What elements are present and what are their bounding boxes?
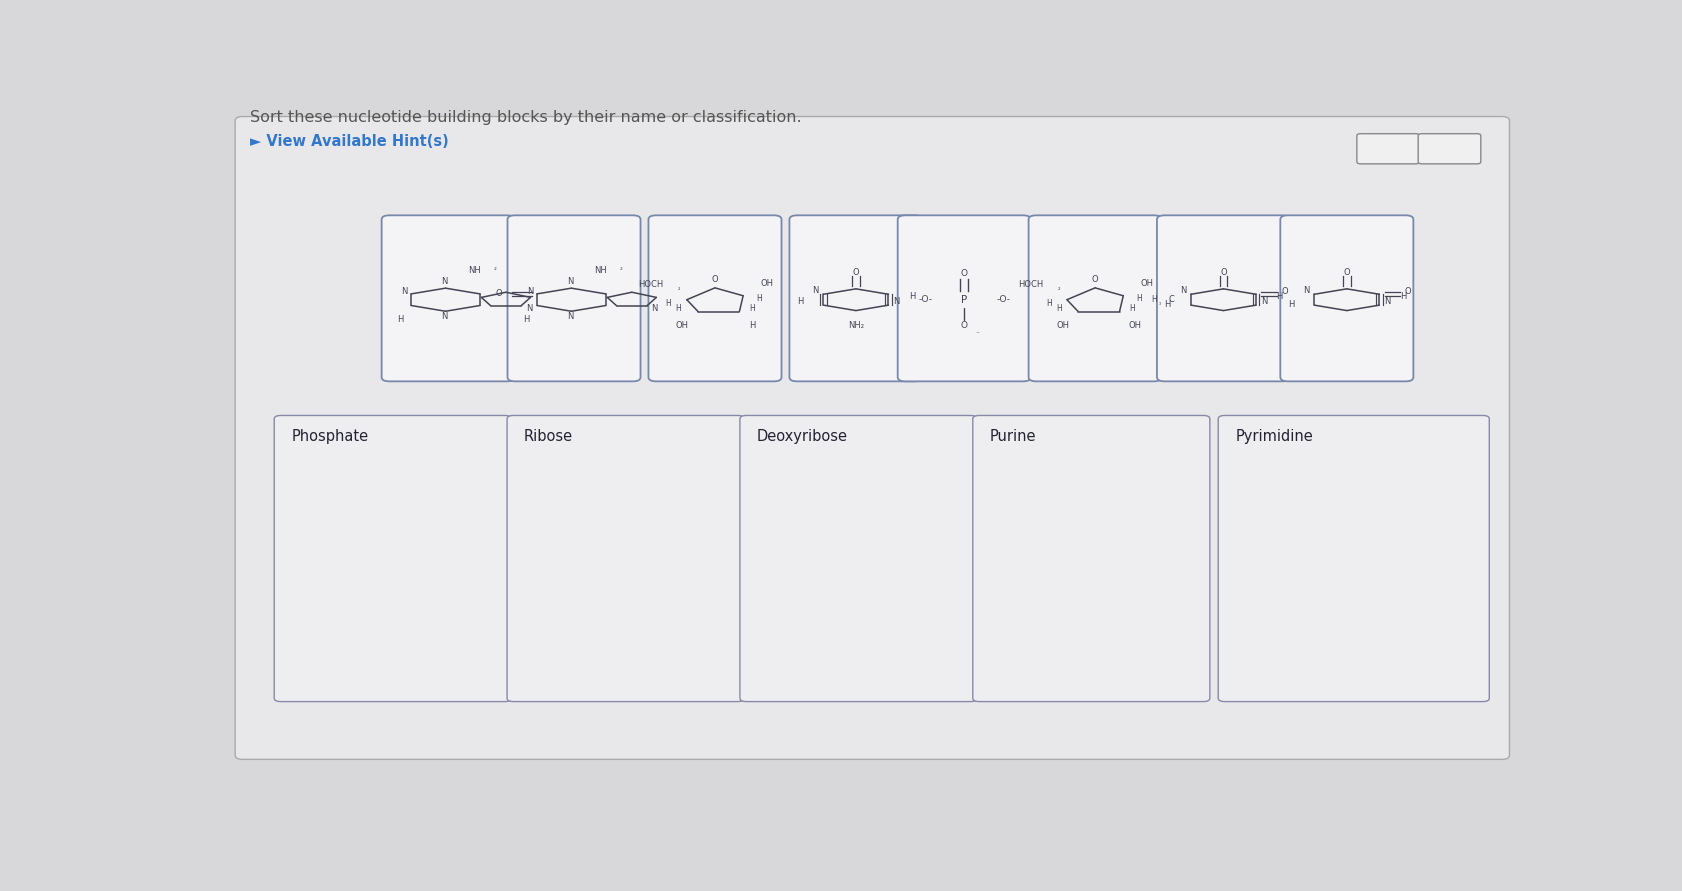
Text: O: O: [960, 322, 967, 331]
Text: H: H: [748, 321, 755, 330]
Text: N: N: [651, 304, 658, 313]
Text: OH: OH: [1140, 279, 1152, 288]
Text: ₂: ₂: [619, 265, 622, 271]
Text: N: N: [1179, 286, 1186, 295]
Text: N: N: [400, 287, 407, 296]
Text: H: H: [1135, 294, 1140, 303]
Text: NH₂: NH₂: [848, 321, 863, 331]
Text: H: H: [1399, 292, 1404, 301]
Text: N: N: [525, 304, 532, 313]
Text: N: N: [567, 312, 574, 322]
Text: H: H: [755, 294, 762, 303]
Text: H: H: [666, 299, 671, 308]
Text: P: P: [960, 295, 967, 305]
FancyBboxPatch shape: [1418, 134, 1480, 164]
Text: H: H: [674, 305, 681, 314]
Text: H: H: [1275, 292, 1282, 301]
Text: Pyrimidine: Pyrimidine: [1235, 429, 1312, 445]
Text: ₂: ₂: [678, 285, 680, 290]
Text: Help: Help: [1435, 143, 1463, 155]
Text: -O-: -O-: [917, 295, 932, 304]
Text: ⁻: ⁻: [974, 330, 979, 339]
Text: N: N: [1302, 286, 1309, 295]
Text: HOCH: HOCH: [1018, 280, 1043, 289]
Text: H: H: [1045, 299, 1051, 308]
Text: N: N: [441, 312, 447, 322]
Text: Purine: Purine: [989, 429, 1036, 445]
Text: O: O: [1342, 268, 1349, 277]
Text: H: H: [397, 315, 404, 323]
Text: NH: NH: [594, 266, 606, 274]
Text: ₂: ₂: [1058, 285, 1060, 290]
Text: H: H: [748, 305, 755, 314]
Text: N: N: [526, 287, 533, 296]
Text: H: H: [1287, 300, 1293, 309]
Text: OH: OH: [1055, 321, 1068, 330]
FancyBboxPatch shape: [274, 415, 511, 701]
Text: N: N: [1260, 297, 1267, 306]
FancyBboxPatch shape: [789, 216, 922, 381]
Text: O: O: [711, 275, 718, 284]
Text: -O-: -O-: [996, 295, 1009, 304]
Text: N: N: [567, 277, 574, 286]
FancyBboxPatch shape: [648, 216, 780, 381]
FancyBboxPatch shape: [897, 216, 1029, 381]
Text: C: C: [1167, 295, 1174, 304]
Text: H: H: [523, 315, 530, 323]
Text: OH: OH: [676, 321, 688, 330]
Text: Deoxyribose: Deoxyribose: [757, 429, 848, 445]
FancyBboxPatch shape: [740, 415, 977, 701]
Text: ► View Available Hint(s): ► View Available Hint(s): [249, 135, 447, 150]
FancyBboxPatch shape: [1218, 415, 1489, 701]
Text: O: O: [960, 269, 967, 278]
Text: Ribose: Ribose: [523, 429, 574, 445]
Text: O: O: [1092, 275, 1098, 284]
Text: Reset: Reset: [1369, 143, 1404, 155]
Text: O: O: [1219, 268, 1226, 277]
Text: H: H: [1055, 305, 1061, 314]
FancyBboxPatch shape: [235, 117, 1509, 759]
Text: N: N: [893, 297, 898, 306]
Text: ₃: ₃: [1157, 301, 1161, 307]
FancyBboxPatch shape: [1280, 216, 1413, 381]
Text: N: N: [441, 277, 447, 286]
FancyBboxPatch shape: [506, 415, 743, 701]
FancyBboxPatch shape: [382, 216, 515, 381]
Text: N: N: [1383, 297, 1389, 306]
FancyBboxPatch shape: [1156, 216, 1288, 381]
FancyBboxPatch shape: [508, 216, 641, 381]
Text: O: O: [1404, 287, 1411, 296]
Text: HOCH: HOCH: [637, 280, 663, 289]
Text: ₂: ₂: [493, 265, 496, 271]
Text: N: N: [812, 286, 819, 295]
Text: H: H: [1129, 305, 1135, 314]
Text: O: O: [496, 290, 501, 298]
FancyBboxPatch shape: [972, 415, 1209, 701]
Text: OH: OH: [1129, 321, 1140, 330]
Text: Phosphate: Phosphate: [291, 429, 368, 445]
Text: O: O: [1280, 287, 1287, 296]
FancyBboxPatch shape: [1356, 134, 1418, 164]
Text: Sort these nucleotide building blocks by their name or classification.: Sort these nucleotide building blocks by…: [249, 110, 801, 126]
Text: OH: OH: [760, 279, 772, 288]
Text: H: H: [908, 292, 915, 301]
Text: H: H: [796, 297, 802, 306]
FancyBboxPatch shape: [1028, 216, 1161, 381]
Text: NH: NH: [468, 266, 481, 274]
Text: H: H: [1150, 295, 1157, 304]
Text: H: H: [1164, 300, 1171, 309]
Text: O: O: [853, 268, 860, 277]
